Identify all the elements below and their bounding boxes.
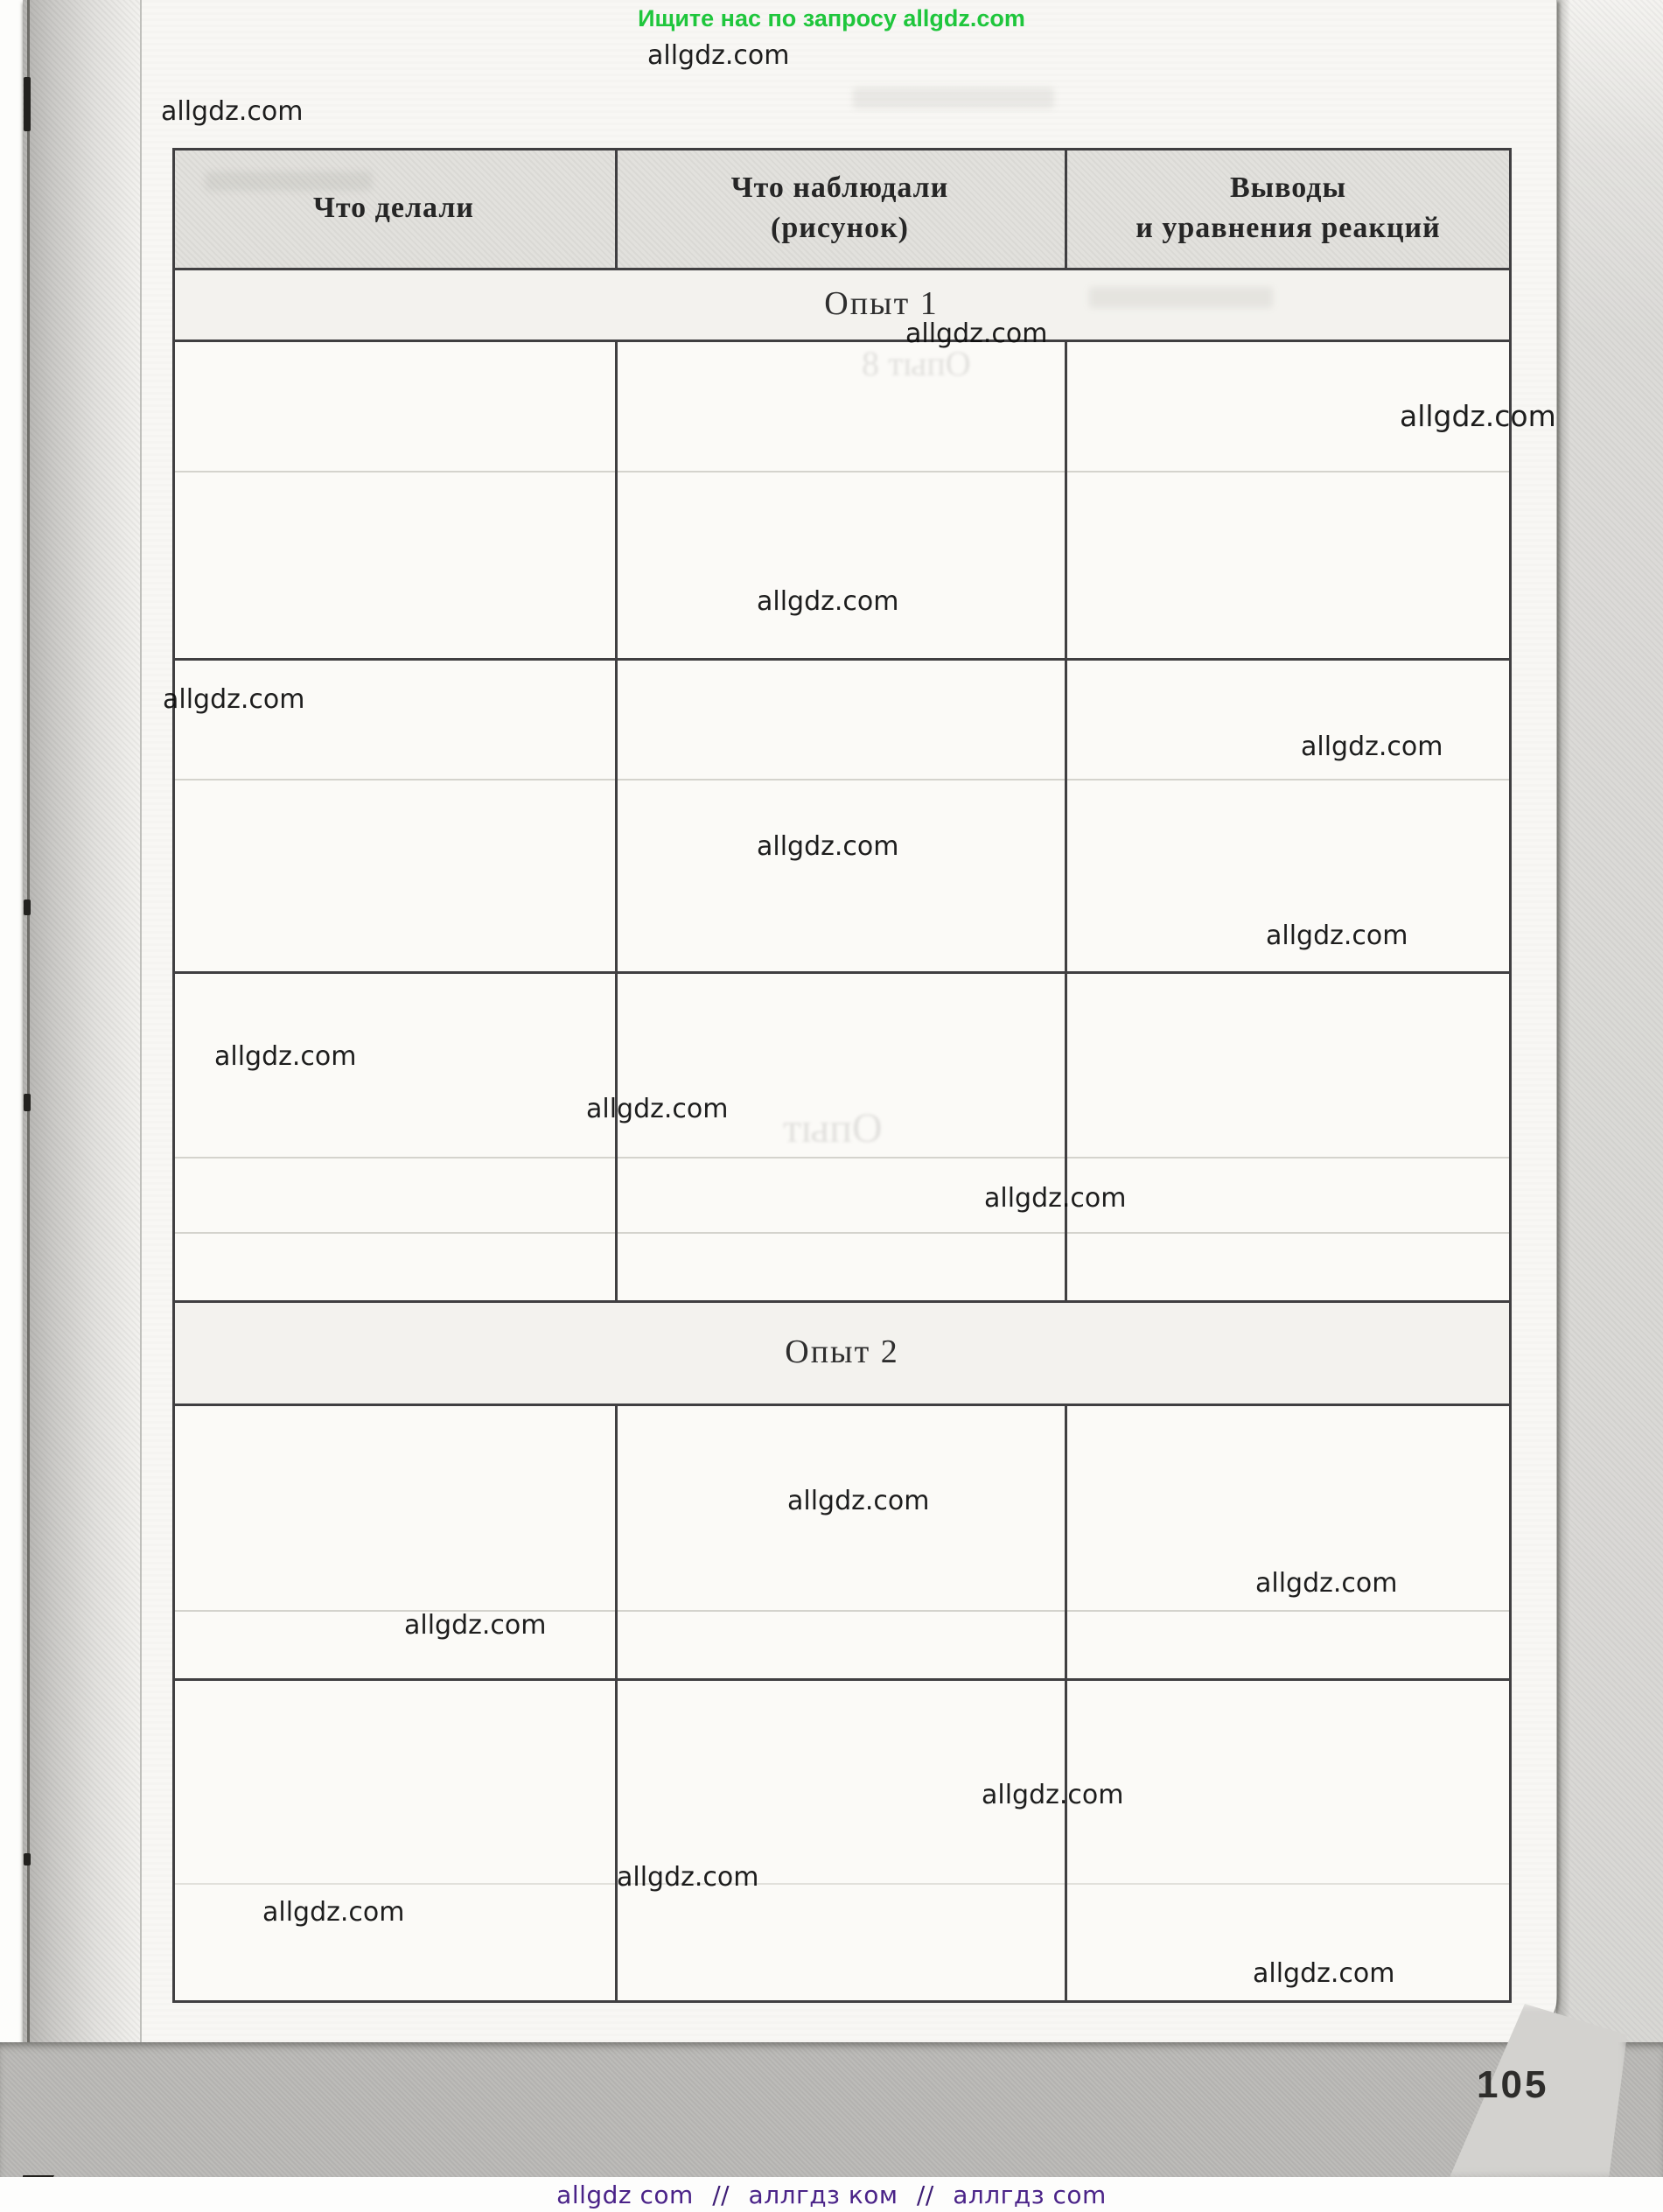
section-label: Опыт 1: [824, 285, 939, 322]
binding-mark: [24, 77, 31, 131]
watermark: allgdz.com: [1301, 732, 1443, 762]
watermark: allgdz.com: [586, 1094, 729, 1124]
header-label: Что делали: [312, 191, 475, 224]
watermark: allgdz.com: [787, 1486, 930, 1516]
row-line: [172, 1678, 1512, 1681]
ghost-bleedthrough-text: Опыт: [783, 1105, 883, 1152]
footer-segment: аллгдз com: [953, 2180, 1107, 2209]
watermark: allgdz.com: [1400, 399, 1556, 433]
section-band-background: [172, 268, 1512, 340]
ghost-smudge: [206, 172, 372, 191]
book-gutter: [23, 0, 140, 2048]
footer-band: [0, 2177, 1663, 2212]
desk-texture: [0, 2042, 1663, 2177]
section-label: Опыт 2: [785, 1334, 899, 1370]
row-line: [172, 1404, 1512, 1406]
footer-segment: аллгдз ком: [748, 2180, 898, 2209]
column-divider: [615, 1404, 618, 2003]
column-divider: [1065, 340, 1067, 1300]
binding-mark: [24, 1853, 31, 1866]
faint-row-line: [172, 1610, 1512, 1612]
ghost-smudge: [1089, 287, 1273, 308]
footer-segment: allgdz com: [556, 2180, 694, 2209]
faint-row-line: [172, 1232, 1512, 1234]
row-line: [172, 268, 1512, 270]
column-divider: [1065, 1404, 1067, 2003]
watermark: allgdz.com: [1255, 1568, 1398, 1599]
column-header-conclusions: Выводы и уравнения реакций: [1065, 148, 1512, 268]
watermark: allgdz.com: [905, 318, 1048, 349]
watermark: allgdz.com: [1253, 1958, 1395, 1989]
watermark: allgdz.com: [404, 1610, 547, 1641]
table-border-right: [1509, 148, 1512, 2003]
ghost-bleedthrough-text: Опыт 8: [862, 344, 971, 383]
header-label-line: Что наблюдали: [730, 171, 949, 204]
header-label-line: (рисунок): [771, 211, 909, 244]
body-rows-background: [172, 1404, 1512, 2003]
column-divider: [615, 340, 618, 1300]
header-label-line: и уравнения реакций: [1135, 211, 1441, 244]
row-line: [172, 658, 1512, 661]
ghost-smudge: [853, 88, 1054, 108]
footer-separator: //: [712, 2180, 730, 2209]
faint-row-line: [172, 779, 1512, 780]
gutter-crease-line: [140, 0, 142, 2046]
page-edge-shadow: [1556, 0, 1570, 2212]
scan-desk-area: [0, 2042, 1663, 2177]
row-line: [172, 971, 1512, 974]
lab-report-table: Что делали Что наблюдали (рисунок) Вывод…: [172, 148, 1512, 2003]
table-border-top: [172, 148, 1512, 150]
footer-sites-line: allgdz com // аллгдз ком // аллгдз com: [0, 2180, 1663, 2209]
section-band-background: [172, 1300, 1512, 1404]
faint-row-line: [172, 1157, 1512, 1158]
adjacent-page-edge: [1556, 0, 1663, 2212]
section-title-experiment-1: Опыт 1: [172, 268, 1512, 340]
gutter-texture: [23, 0, 140, 2048]
faint-row-line: [172, 1883, 1512, 1885]
footer-separator: //: [916, 2180, 934, 2209]
watermark: allgdz.com: [163, 684, 305, 715]
watermark: allgdz.com: [214, 1041, 357, 1072]
watermark: allgdz.com: [982, 1780, 1124, 1810]
watermark: allgdz.com: [757, 831, 899, 862]
adjacent-page-texture: [1556, 0, 1663, 2212]
column-divider: [1065, 148, 1067, 268]
header-label-line: Выводы: [1229, 171, 1347, 204]
watermark: allgdz.com: [757, 586, 899, 617]
faint-row-line: [172, 471, 1512, 472]
table-border-bottom: [172, 2000, 1512, 2003]
row-line: [172, 1300, 1512, 1303]
column-header-observations: Что наблюдали (рисунок): [615, 148, 1065, 268]
column-header-what-was-done: Что делали: [172, 148, 615, 268]
watermark: allgdz.com: [617, 1862, 759, 1893]
watermark: allgdz.com: [647, 40, 790, 71]
column-divider: [615, 148, 618, 268]
page-number: 105: [1477, 2063, 1549, 2106]
section-title-experiment-2: Опыт 2: [172, 1300, 1512, 1404]
table-border-left: [172, 148, 175, 2003]
site-banner: Ищите нас по запросу allgdz.com: [0, 5, 1663, 32]
watermark: allgdz.com: [262, 1897, 405, 1928]
row-line: [172, 340, 1512, 342]
watermark: allgdz.com: [984, 1183, 1127, 1214]
watermark: allgdz.com: [161, 96, 304, 127]
site-banner-text: Ищите нас по запросу allgdz.com: [638, 5, 1025, 32]
binding-mark: [24, 900, 31, 915]
body-rows-background: [172, 340, 1512, 1300]
binding-mark: [24, 1094, 31, 1111]
watermark: allgdz.com: [1266, 920, 1408, 951]
header-row-background: [172, 148, 1512, 268]
